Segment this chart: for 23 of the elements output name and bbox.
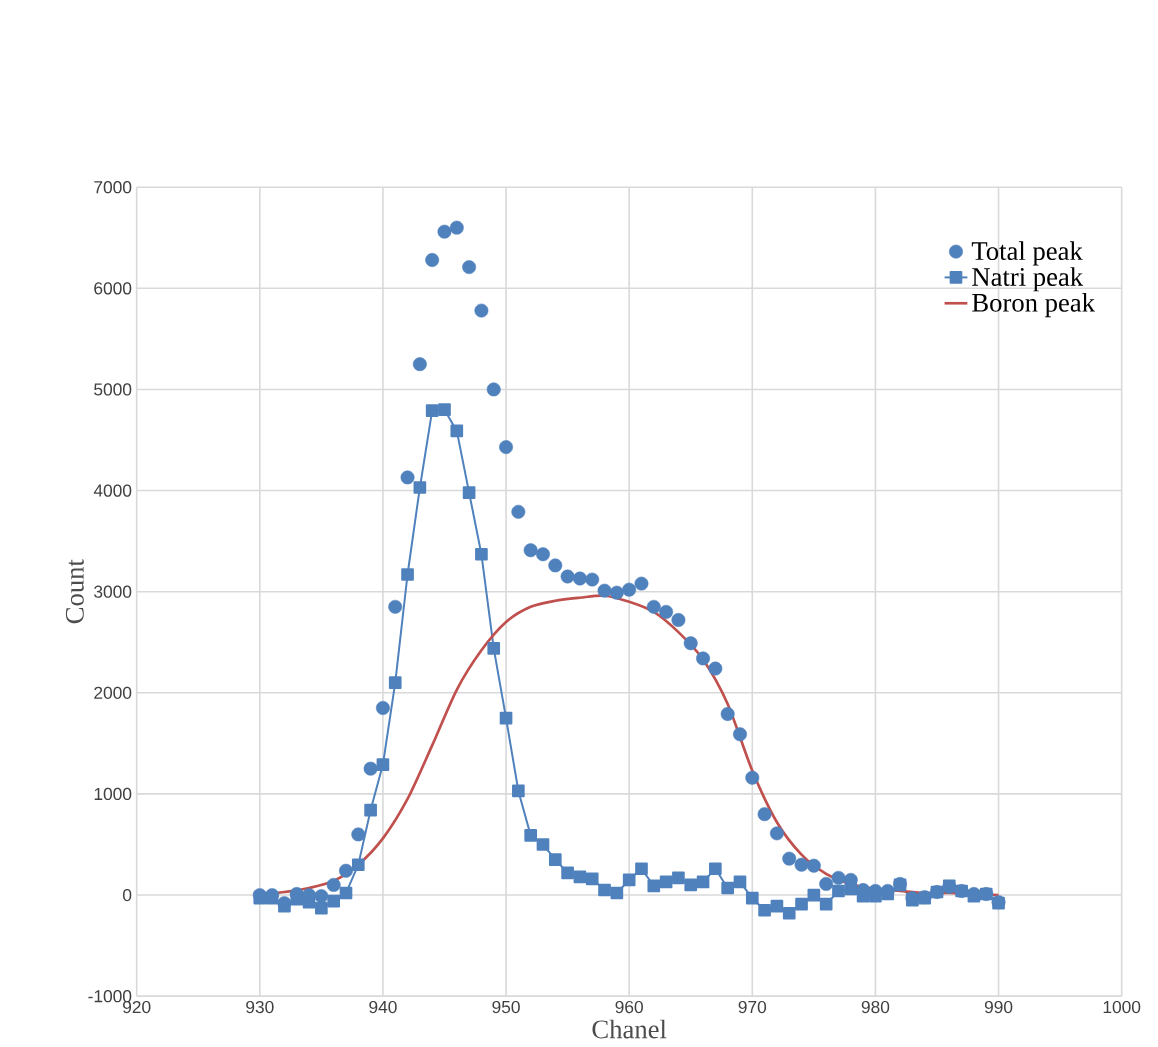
y-tick-label: 1000 — [94, 787, 132, 801]
y-tick-label: 7000 — [94, 181, 132, 194]
x-tick-label: 960 — [615, 1000, 643, 1014]
x-tick-label: 970 — [738, 1000, 767, 1014]
y-tick-label: -1000 — [88, 990, 132, 1003]
x-tick-label: 930 — [246, 1000, 274, 1014]
legend-label: Boron peak — [972, 293, 1096, 318]
x-tick-label: 990 — [984, 1000, 1013, 1014]
x-tick-label: 950 — [492, 1000, 520, 1014]
x-tick-label: 920 — [123, 1000, 151, 1014]
x-axis-title: Chanel — [592, 1019, 667, 1039]
x-tick-label: 980 — [861, 1000, 890, 1014]
y-tick-label: 2000 — [94, 686, 132, 699]
y-tick-label: 3000 — [94, 585, 132, 598]
y-axis-title: Count — [65, 559, 84, 624]
y-tick-label: 5000 — [94, 383, 132, 396]
y-tick-label: 6000 — [94, 282, 132, 295]
x-tick-label: 940 — [369, 1000, 397, 1014]
y-tick-label: 0 — [122, 888, 132, 902]
x-tick-label: 1000 — [1103, 1000, 1141, 1014]
legend-label: Natri peak — [972, 267, 1084, 292]
y-tick-label: 4000 — [93, 484, 132, 497]
legend-label: Total peak — [971, 241, 1083, 266]
